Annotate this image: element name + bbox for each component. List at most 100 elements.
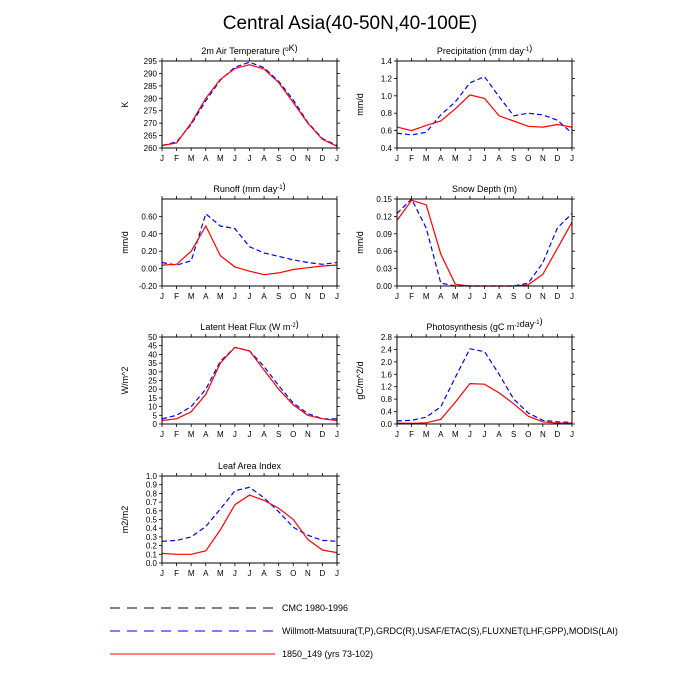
legend: CMC 1980-1996 Willmott-Matsuura(T,P),GRDC… [110, 603, 618, 659]
y-axis-label: m2/m2 [120, 506, 130, 534]
series-line-model [161, 346, 338, 422]
chart-gpp: Photosynthesis (gC m-2day-1) gC/m^2/d 0.0 0… [355, 316, 575, 439]
plot-frame [161, 475, 338, 564]
plot-frame [161, 336, 338, 425]
x-tick-label: J [233, 292, 237, 301]
y-tick-label: 270 [144, 119, 158, 128]
x-tick-label: N [540, 292, 546, 301]
x-tick-label: M [188, 154, 195, 163]
y-tick-label: 10 [148, 403, 157, 412]
x-tick-label: J [468, 154, 472, 163]
x-tick-label: D [555, 154, 561, 163]
series-line-obs [161, 212, 338, 266]
y-axis-label: mm/d [355, 93, 365, 116]
y-tick-label: 50 [148, 333, 157, 342]
x-tick-label: M [452, 154, 459, 163]
x-tick-label: M [452, 292, 459, 301]
x-tick-label: M [217, 430, 224, 439]
x-tick-label: F [409, 292, 414, 301]
x-tick-label: S [276, 569, 281, 578]
x-tick-label: J [483, 430, 487, 439]
x-tick-label: A [496, 154, 502, 163]
plot-frame [396, 60, 573, 149]
x-tick-label: D [320, 154, 326, 163]
x-tick-label: A [438, 292, 444, 301]
y-tick-label: 2.0 [381, 358, 393, 367]
chart-title: Latent Heat Flux (W m-2) [200, 319, 298, 332]
y-axis-label: mm/d [120, 231, 130, 254]
x-tick-label: A [261, 569, 267, 578]
y-tick-label: 0 [153, 420, 158, 429]
y-tick-label: 0.06 [376, 247, 392, 256]
y-axis-label: mm/d [355, 231, 365, 254]
x-tick-label: M [423, 292, 430, 301]
x-tick-label: F [174, 569, 179, 578]
x-tick-label: M [188, 569, 195, 578]
figure-title: Central Asia(40-50N,40-100E) [223, 13, 478, 34]
y-tick-label: 0.60 [141, 212, 157, 221]
x-tick-label: S [276, 430, 281, 439]
x-tick-label: J [483, 292, 487, 301]
x-tick-label: M [217, 154, 224, 163]
x-tick-label: J [483, 154, 487, 163]
x-tick-label: D [320, 292, 326, 301]
x-tick-label: J [233, 430, 237, 439]
chart-lhf: Latent Heat Flux (W m-2)W/m^205101520253… [120, 319, 340, 439]
y-tick-label: 40 [148, 350, 157, 359]
x-tick-label: J [160, 154, 164, 163]
chart-title: Photosynthesis (gC m-2day-1) [426, 316, 542, 332]
x-tick-label: F [409, 430, 414, 439]
y-tick-label: 0.6 [146, 507, 158, 516]
x-tick-label: O [525, 154, 531, 163]
y-tick-label: 1.4 [381, 57, 393, 66]
y-tick-label: 290 [144, 69, 158, 78]
plot-frame [396, 336, 573, 425]
series-line-model [161, 64, 338, 147]
y-tick-label: 265 [144, 132, 158, 141]
x-tick-label: M [217, 292, 224, 301]
x-tick-label: J [395, 154, 399, 163]
series-line-obs [161, 486, 338, 542]
series-line-obs [161, 61, 338, 147]
chart-runoff: Runoff (mm day-1) mm/d -0.20 0.00 0.20 0.40 0.… [120, 181, 340, 301]
x-tick-label: M [188, 292, 195, 301]
x-tick-label: A [496, 430, 502, 439]
x-tick-label: S [511, 430, 516, 439]
x-tick-label: D [555, 292, 561, 301]
x-tick-label: J [248, 292, 252, 301]
x-tick-label: J [335, 430, 339, 439]
x-tick-label: J [248, 569, 252, 578]
x-tick-label: J [248, 430, 252, 439]
x-tick-label: A [261, 154, 267, 163]
x-tick-label: F [174, 154, 179, 163]
x-tick-label: M [423, 430, 430, 439]
legend-label-model: 1850_149 (yrs 73-102) [282, 649, 373, 659]
series-line-model [396, 199, 573, 287]
y-axis-label: gC/m^2/d [355, 361, 365, 399]
legend-label-obs: Willmott-Matsuura(T,P),GRDC(R),USAF/ETAC… [282, 626, 618, 636]
x-tick-label: D [320, 569, 326, 578]
x-tick-label: J [395, 430, 399, 439]
x-tick-label: M [217, 569, 224, 578]
chart-title: 2m Air Temperature (oK) [201, 43, 297, 56]
y-tick-label: 0.8 [381, 109, 393, 118]
x-tick-label: N [540, 154, 546, 163]
y-tick-label: -0.20 [139, 282, 158, 291]
x-tick-label: M [188, 430, 195, 439]
y-tick-label: 0.9 [146, 481, 158, 490]
y-tick-label: 0.0 [146, 559, 158, 568]
y-tick-label: 0.4 [381, 144, 393, 153]
y-tick-label: 0.4 [381, 408, 393, 417]
x-tick-label: S [511, 154, 516, 163]
y-tick-label: 1.0 [381, 92, 393, 101]
x-tick-label: A [203, 430, 209, 439]
x-tick-label: J [335, 569, 339, 578]
x-tick-label: N [305, 569, 311, 578]
y-tick-label: 0.8 [146, 489, 158, 498]
x-tick-label: N [305, 154, 311, 163]
series-line-obs [396, 348, 573, 423]
chart-title: Runoff (mm day-1) [213, 181, 285, 194]
x-tick-label: O [525, 430, 531, 439]
series-line-model [161, 224, 338, 276]
